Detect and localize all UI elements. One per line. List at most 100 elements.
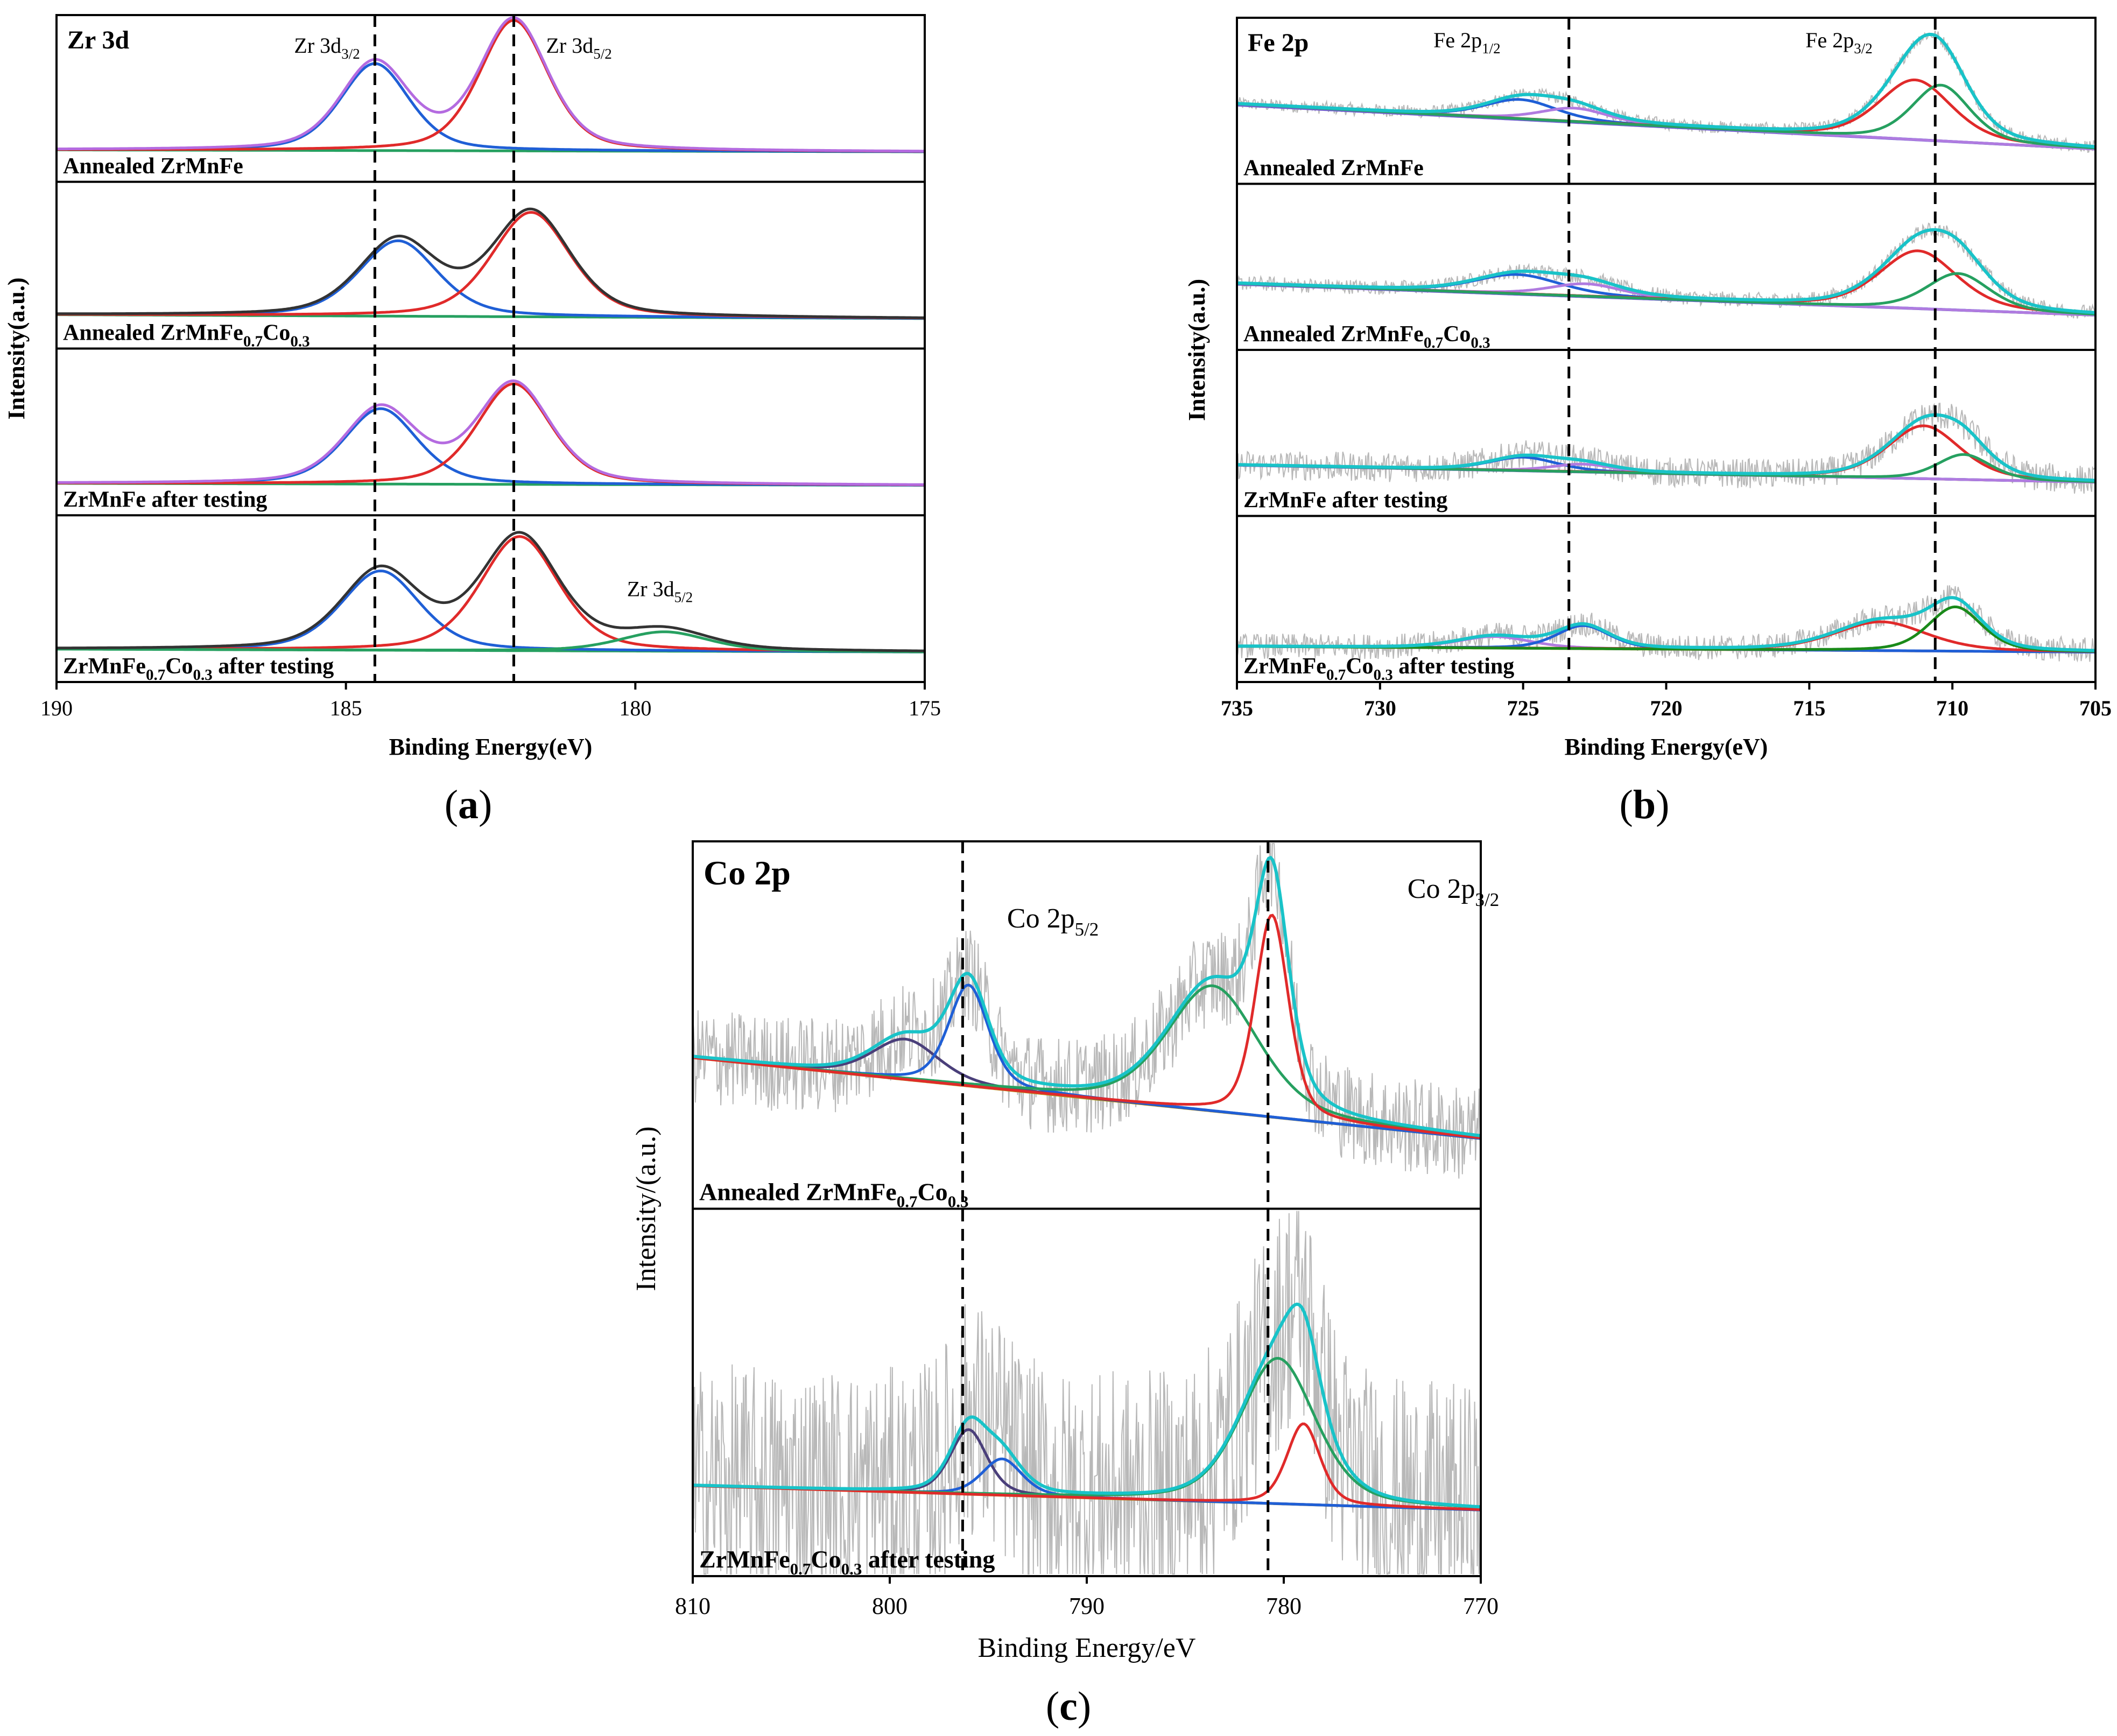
fit-peak — [57, 630, 925, 653]
peak-annotation: Zr 3d3/2​ — [294, 33, 360, 62]
x-tick-label: 810 — [675, 1593, 711, 1619]
label-text: Annealed ZrMnFe — [1243, 322, 1424, 347]
caption-paren: ( — [1046, 1684, 1059, 1729]
label-subscript: 3/2 — [1854, 40, 1873, 57]
figure-caption: (c) — [1046, 1684, 1091, 1729]
fit-envelope — [1236, 228, 2096, 314]
label-text: Zr 3d — [294, 33, 341, 58]
caption-paren: ( — [1620, 782, 1633, 827]
raw-data-trace — [1236, 403, 2096, 494]
x-tick-label: 725 — [1507, 696, 1539, 720]
fit-envelope — [57, 379, 925, 486]
peak-annotation: Zr 3d5/2​ — [546, 33, 612, 62]
fit-peak — [1236, 249, 2096, 315]
caption-letter: c — [1059, 1684, 1078, 1729]
x-tick-label: 715 — [1793, 696, 1825, 720]
peak-annotation: Fe 2p3/2​ — [1805, 28, 1873, 57]
label-text: Zr 3d — [546, 33, 594, 58]
label-text: ZrMnFe — [63, 654, 146, 679]
panel-4: ZrMnFe0.7​Co0.3​ after testing — [57, 514, 925, 684]
label-text: Fe 2p — [1433, 28, 1482, 52]
label-text: Co — [811, 1545, 841, 1573]
y-axis-label: Intensity(a.u.) — [3, 277, 30, 419]
label-text: Annealed ZrMnFe — [699, 1178, 897, 1206]
panel-label: Annealed ZrMnFe0.7​Co0.3​ — [699, 1178, 968, 1211]
fit-envelope — [692, 855, 1481, 1137]
label-subscript: 3/2 — [341, 46, 360, 62]
label-subscript: 0.3 — [193, 666, 213, 684]
caption-letter: b — [1633, 782, 1656, 827]
label-text: after testing — [213, 654, 334, 679]
fit-peak — [57, 407, 925, 487]
panel-label: Annealed ZrMnFe — [63, 154, 243, 179]
raw-data-trace — [692, 843, 1481, 1179]
label-text: Fe 2p — [1805, 28, 1854, 52]
x-tick-label: 780 — [1266, 1593, 1302, 1619]
figure-caption: (b) — [1620, 782, 1670, 827]
label-subscript: 0.7 — [1424, 334, 1443, 352]
raw-data-trace — [1236, 222, 2096, 319]
chart-c: Annealed ZrMnFe0.7​Co0.3​ ZrMnFe0.7​Co0.3… — [631, 840, 1499, 1729]
label-subscript: 5/2 — [593, 46, 612, 62]
label-text: Co — [263, 321, 290, 346]
y-axis-label: Intensity(a.u.) — [1184, 279, 1210, 421]
panel-2: Annealed ZrMnFe0.7​Co0.3​ — [56, 180, 925, 350]
fit-envelope — [57, 531, 925, 652]
label-text: Co 2p — [1408, 874, 1475, 904]
panel-1: Annealed ZrMnFe0.7​Co0.3​ — [692, 843, 1481, 1211]
panel-4: ZrMnFe0.7​Co0.3​ after testing — [1236, 515, 2096, 684]
label-subscript: 0.7 — [243, 333, 263, 350]
x-tick-label: 720 — [1650, 696, 1683, 720]
label-text: Co — [1346, 654, 1373, 679]
peak-annotation: Fe 2p1/2​ — [1433, 28, 1501, 57]
panel-2: Annealed ZrMnFe0.7​Co0.3​ — [1236, 182, 2096, 352]
element-label: Fe 2p — [1248, 29, 1309, 57]
x-axis-label: Binding Energy(eV) — [1565, 734, 1768, 760]
panel-label: ZrMnFe0.7​Co0.3​ after testing — [699, 1545, 995, 1578]
label-text: Co 2p — [1007, 903, 1075, 934]
element-label: Zr 3d — [67, 26, 129, 54]
label-text: Co — [165, 654, 193, 679]
fit-envelope — [1237, 413, 2096, 482]
label-subscript: 0.3 — [1374, 666, 1393, 684]
label-subscript: 1/2 — [1482, 40, 1501, 57]
caption-paren: ) — [479, 782, 492, 827]
label-subscript: 5/2 — [674, 589, 693, 605]
x-axis-label: Binding Energy(eV) — [389, 734, 593, 760]
label-text: Co — [917, 1178, 947, 1206]
panel-label: ZrMnFe0.7​Co0.3​ after testing — [63, 654, 334, 684]
x-tick-label: 175 — [909, 696, 941, 720]
label-subscript: 0.7 — [1326, 666, 1346, 684]
label-text: ZrMnFe — [1243, 654, 1326, 679]
label-text: ZrMnFe after testing — [63, 487, 267, 512]
panel-label: Annealed ZrMnFe0.7​Co0.3​ — [63, 321, 310, 350]
x-tick-label: 730 — [1364, 696, 1396, 720]
panel-label: Annealed ZrMnFe0.7​Co0.3​ — [1243, 322, 1490, 352]
fit-peak — [57, 535, 925, 653]
fit-peak — [692, 913, 1481, 1140]
panel-label: ZrMnFe0.7​Co0.3​ after testing — [1243, 654, 1514, 684]
peak-annotation: Zr 3d5/2​ — [627, 577, 693, 605]
fit-envelope — [1236, 596, 2096, 652]
fit-peak — [56, 239, 925, 320]
fit-envelope — [692, 1302, 1481, 1509]
label-text: Annealed ZrMnFe — [63, 321, 243, 346]
x-axis-label: Binding Energy/eV — [978, 1633, 1196, 1663]
plot-frame — [55, 14, 926, 683]
panel-3: ZrMnFe after testing — [1236, 349, 2096, 513]
label-subscript: 5/2 — [1075, 919, 1099, 940]
x-tick-label: 800 — [872, 1593, 908, 1619]
fit-peak — [57, 19, 925, 153]
label-subscript: 3/2 — [1475, 889, 1499, 910]
x-tick-label: 190 — [40, 696, 73, 720]
figure-caption: (a) — [445, 782, 493, 827]
x-tick-label: 710 — [1936, 696, 1968, 720]
fit-peak — [1236, 83, 2096, 150]
x-tick-label: 735 — [1221, 696, 1253, 720]
peak-annotation: Co 2p3/2​ — [1408, 874, 1499, 910]
panel-label: ZrMnFe after testing — [1243, 488, 1447, 513]
label-text: after testing — [862, 1545, 995, 1573]
